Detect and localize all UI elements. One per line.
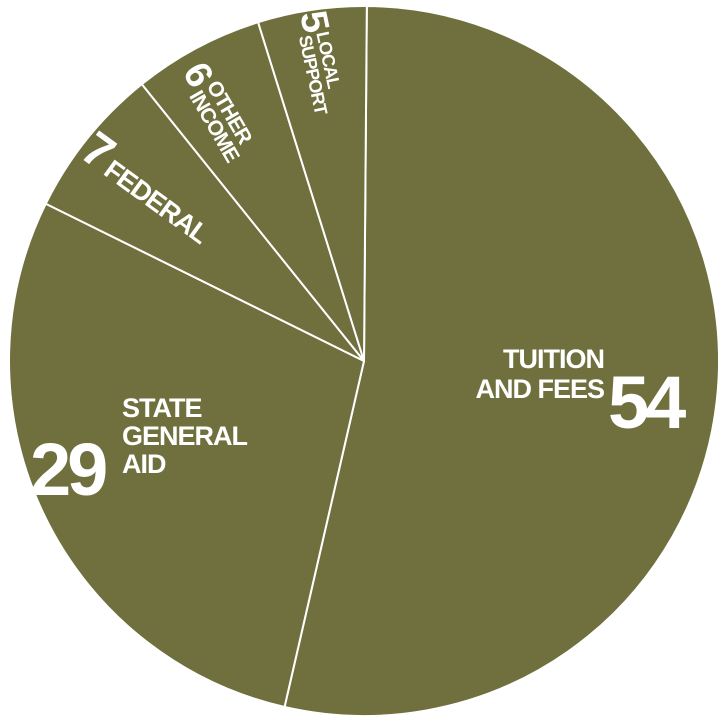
label-tuition-line-2: AND FEES — [475, 374, 604, 404]
value-tuition: 54 — [608, 361, 686, 444]
pie-slices — [8, 5, 718, 717]
slice-label-tuition: TUITION AND FEES 54 — [475, 344, 690, 444]
pie-slice-local-support — [256, 5, 368, 362]
pie-slice-other-income — [140, 20, 365, 362]
label-state-aid-line-2: GENERAL — [122, 421, 248, 451]
value-state-aid: 29 — [30, 428, 106, 511]
label-state-aid-line-1: STATE — [122, 393, 202, 423]
slice-label-state-aid: 29 STATE GENERAL AID — [30, 393, 249, 511]
label-tuition-line-1: TUITION — [503, 344, 604, 374]
pie-slice-federal — [44, 82, 365, 362]
pie-slice-state-aid — [8, 202, 366, 709]
pie-slice-tuition — [283, 5, 718, 717]
label-state-aid-line-3: AID — [122, 449, 166, 479]
